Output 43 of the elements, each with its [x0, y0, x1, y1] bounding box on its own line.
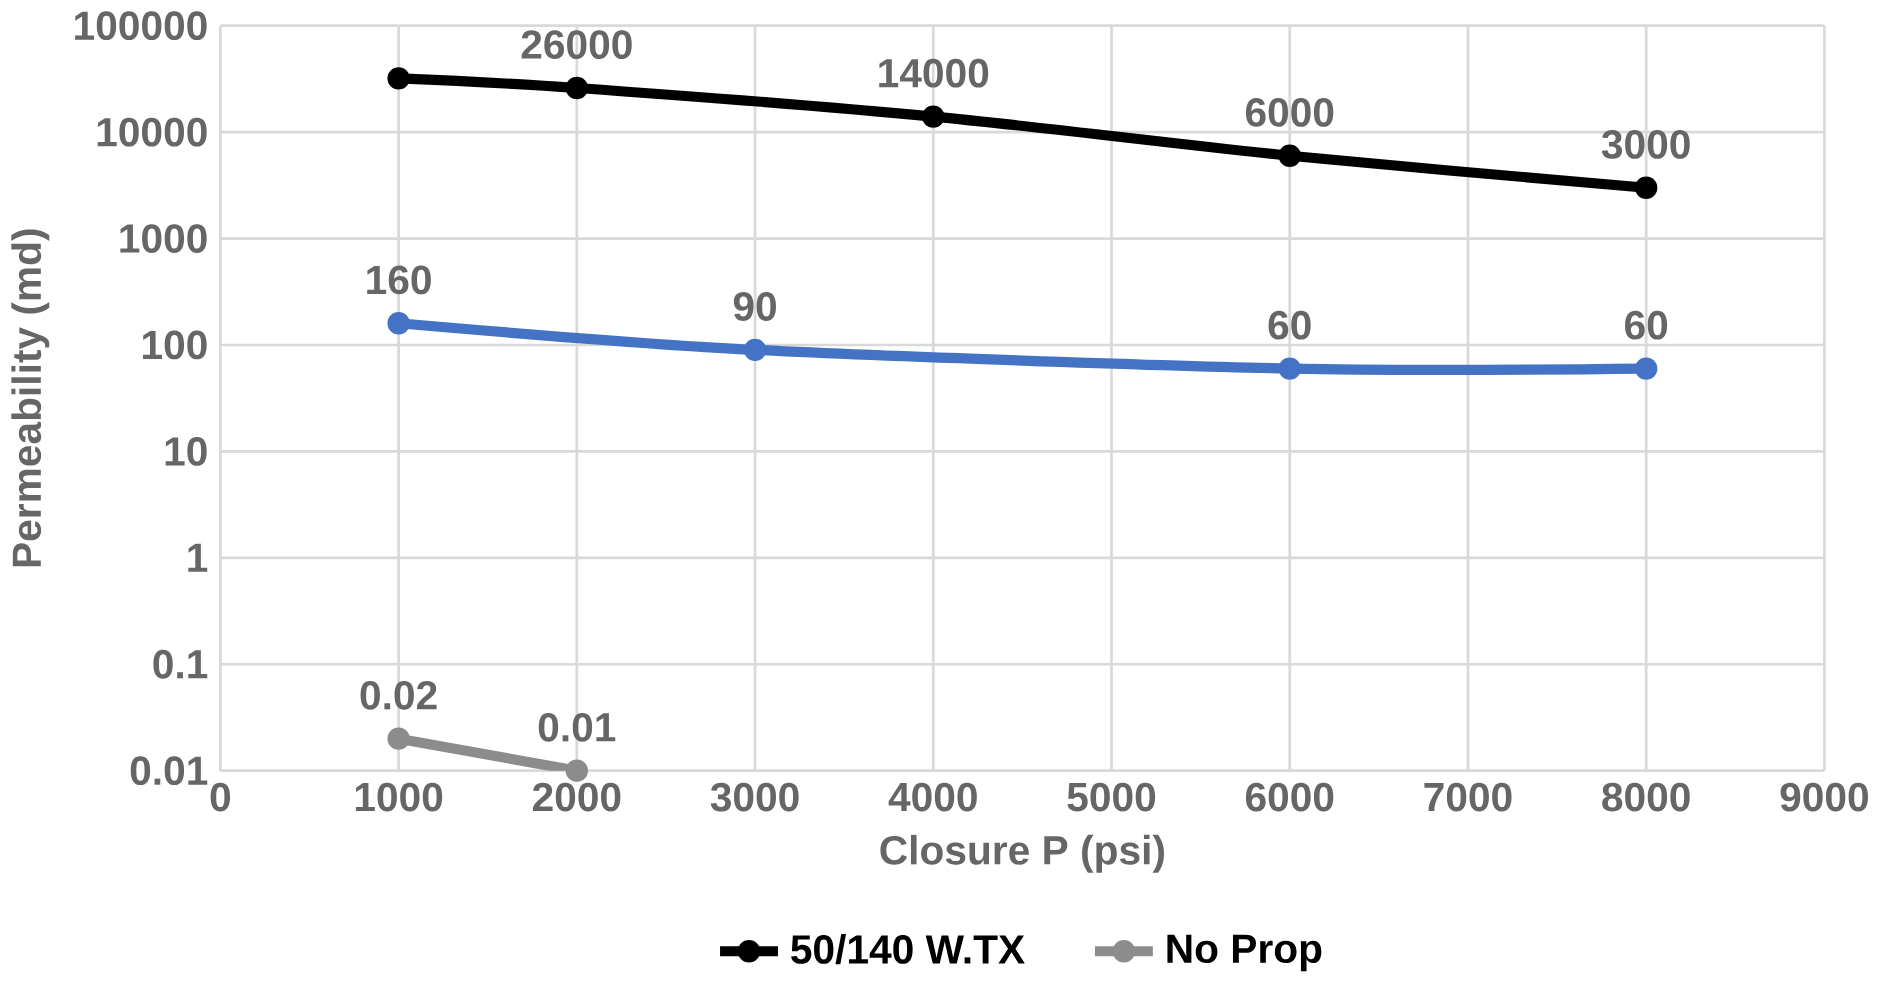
y-tick-label: 0.01 — [130, 756, 208, 786]
x-tick-label: 1000 — [355, 782, 443, 812]
y-tick-label: 100000 — [75, 11, 207, 41]
x-tick-label: 6000 — [1245, 782, 1334, 812]
y-tick-label: 0.1 — [153, 649, 208, 679]
x-tick-label: 7000 — [1424, 782, 1512, 812]
data-label: 60 — [1625, 310, 1668, 340]
point — [387, 67, 410, 90]
data-label: 6000 — [1245, 97, 1334, 127]
y-tick-label: 100 — [143, 330, 207, 360]
data-label: 160 — [367, 265, 431, 295]
x-tick-label: 2000 — [532, 782, 621, 812]
y-tick-label: 10 — [165, 436, 207, 466]
x-tick-label: 9000 — [1780, 782, 1868, 812]
data-label: 90 — [733, 292, 777, 321]
point — [565, 759, 589, 782]
point — [1634, 357, 1658, 380]
data-label: 0.02 — [360, 680, 437, 710]
x-tick-label: 0 — [210, 782, 231, 812]
point — [387, 312, 410, 335]
x-tick-label: 5000 — [1067, 782, 1156, 812]
y-tick-label: 1000 — [120, 224, 207, 253]
y-tick-label: 1 — [188, 543, 208, 572]
data-label: 3000 — [1601, 129, 1690, 159]
x-tick-label: 4000 — [888, 782, 977, 812]
data-label: 26000 — [521, 30, 632, 59]
data-label: 60 — [1268, 310, 1311, 340]
point — [565, 76, 589, 100]
point — [1278, 144, 1301, 167]
point — [1634, 176, 1658, 199]
y-tick-label: 10000 — [97, 117, 207, 147]
x-axis-title: Closure P (psi) — [880, 834, 1164, 873]
legend-label: No Prop — [1167, 934, 1322, 972]
point — [922, 105, 945, 128]
data-label: 0.01 — [538, 712, 616, 742]
point — [743, 338, 767, 362]
point — [387, 727, 410, 750]
y-axis-title: Permeability (md) — [11, 229, 50, 567]
data-label: 14000 — [879, 58, 989, 88]
x-tick-label: 8000 — [1602, 782, 1690, 812]
legend-label: 50/140 W.TX — [791, 933, 1025, 965]
x-tick-label: 3000 — [710, 782, 799, 812]
point — [1278, 357, 1301, 380]
